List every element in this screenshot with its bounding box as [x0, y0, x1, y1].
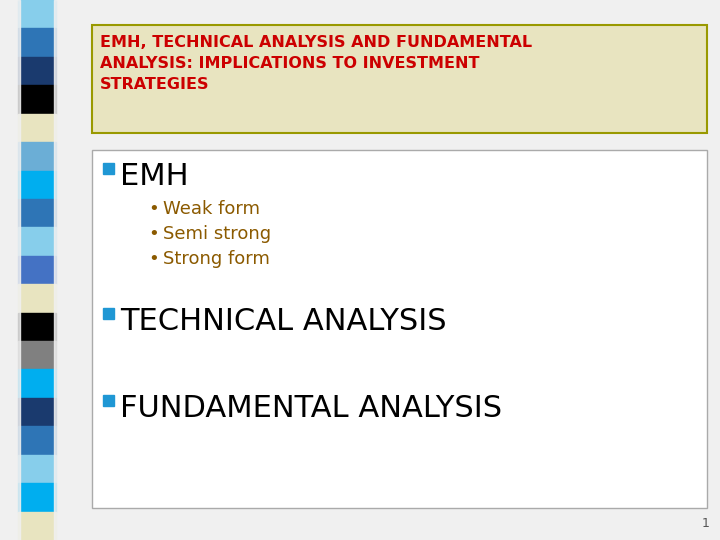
Bar: [18, 142, 56, 171]
Bar: [18, 455, 56, 483]
Text: •: •: [148, 250, 158, 268]
Text: 1: 1: [702, 517, 710, 530]
Text: TECHNICAL ANALYSIS: TECHNICAL ANALYSIS: [120, 307, 446, 336]
Bar: [18, 511, 56, 540]
Text: FUNDAMENTAL ANALYSIS: FUNDAMENTAL ANALYSIS: [120, 394, 502, 423]
Bar: [18, 313, 56, 341]
Bar: [54, 0, 68, 540]
Bar: [18, 398, 56, 426]
Text: Strong form: Strong form: [163, 250, 270, 268]
Text: •: •: [148, 225, 158, 243]
Bar: [18, 483, 56, 511]
Bar: [18, 341, 56, 369]
Text: EMH: EMH: [120, 162, 189, 191]
Bar: [18, 171, 56, 199]
Bar: [18, 85, 56, 114]
Text: Semi strong: Semi strong: [163, 225, 271, 243]
Bar: [18, 256, 56, 284]
Bar: [18, 57, 56, 85]
Bar: [103, 395, 114, 406]
Bar: [18, 284, 56, 313]
Bar: [18, 29, 56, 57]
Bar: [18, 426, 56, 455]
Bar: [103, 308, 114, 319]
Bar: [6, 0, 20, 540]
FancyBboxPatch shape: [92, 150, 707, 508]
Bar: [103, 163, 114, 174]
FancyBboxPatch shape: [92, 25, 707, 133]
Bar: [18, 199, 56, 227]
Bar: [18, 227, 56, 256]
Text: EMH, TECHNICAL ANALYSIS AND FUNDAMENTAL
ANALYSIS: IMPLICATIONS TO INVESTMENT
STR: EMH, TECHNICAL ANALYSIS AND FUNDAMENTAL …: [100, 35, 532, 92]
Bar: [18, 114, 56, 142]
Text: Weak form: Weak form: [163, 200, 260, 218]
Bar: [18, 369, 56, 398]
Bar: [18, 0, 56, 29]
Text: •: •: [148, 200, 158, 218]
